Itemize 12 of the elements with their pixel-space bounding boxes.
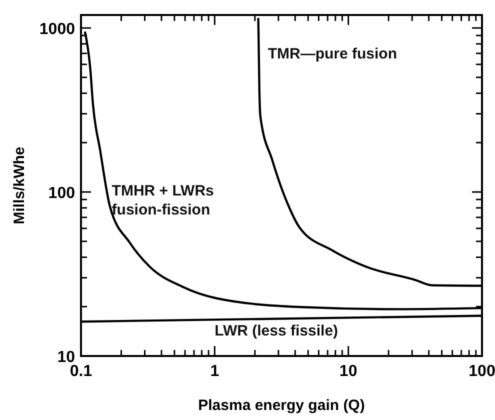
x-tick-label: 10 — [339, 363, 358, 380]
y-tick-label: 100 — [48, 184, 76, 202]
y-tick-label: 1000 — [39, 20, 76, 38]
x-axis-title: Plasma energy gain (Q) — [198, 397, 365, 414]
y-tick-label: 10 — [57, 349, 76, 366]
series-label: LWR (less fissile) — [214, 322, 338, 340]
x-tick-label: 100 — [468, 363, 495, 380]
x-tick-label: 0.1 — [70, 363, 92, 380]
y-axis-title: Mills/kWhe — [11, 146, 28, 224]
series-label: TMR—pure fusion — [268, 46, 398, 63]
x-tick-label: 1 — [210, 363, 220, 380]
series-label: TMHR + LWRs fusion-fission — [112, 182, 214, 219]
